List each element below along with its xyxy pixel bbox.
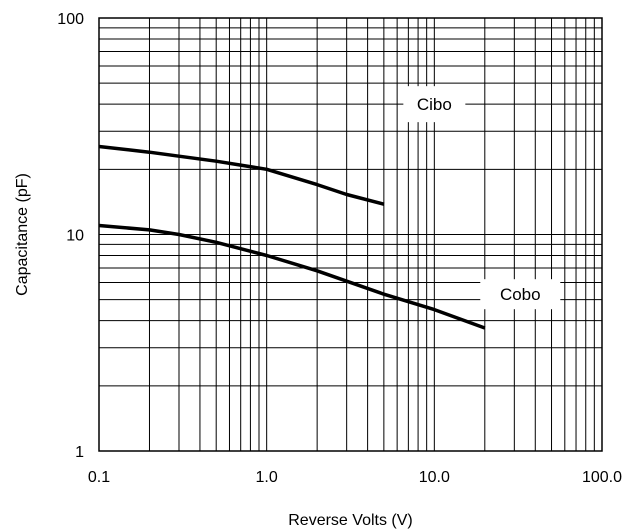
series-layer	[98, 144, 486, 330]
y-axis-label: Capacitance (pF)	[14, 173, 31, 296]
annotation-layer: Cibo Cobo	[403, 86, 561, 310]
y-tick-label: 10	[66, 228, 84, 245]
grid	[98, 18, 602, 452]
x-tick-label: 100.0	[582, 469, 622, 486]
series-line-cobo	[98, 223, 486, 330]
plot-frame	[98, 17, 603, 452]
y-tick-label: 1	[75, 444, 84, 461]
x-tick-label: 0.1	[88, 469, 110, 486]
x-tick-label: 1.0	[256, 469, 278, 486]
annotation-bg-cibo	[403, 86, 466, 123]
x-axis-label: Reverse Volts (V)	[288, 512, 412, 529]
annotation-bg-cobo	[480, 279, 561, 310]
y-tick-label: 100	[57, 11, 84, 28]
series-line-cibo	[98, 144, 385, 206]
x-tick-label: 10.0	[419, 469, 450, 486]
annotation-cibo: Cibo	[417, 95, 452, 114]
tick-labels: 0.1 1.0 10.0 100.0 1 10 100	[57, 11, 622, 486]
annotation-cobo: Cobo	[500, 285, 541, 304]
